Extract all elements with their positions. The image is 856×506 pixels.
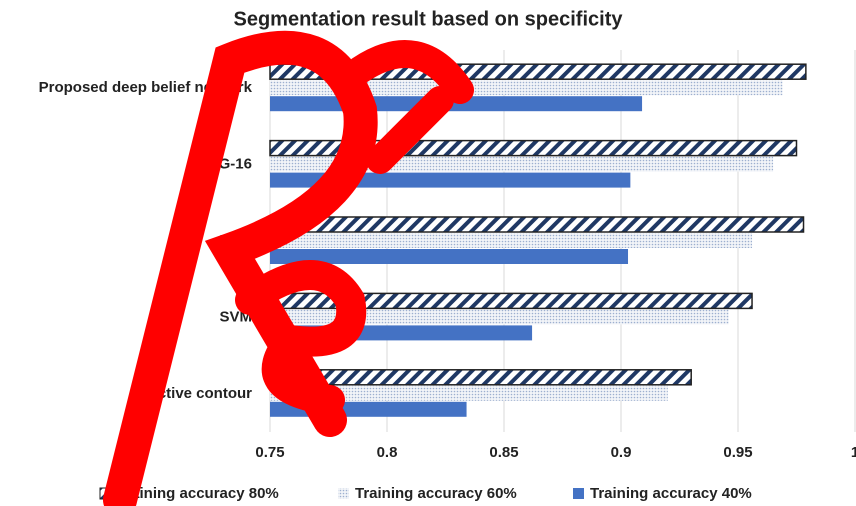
x-tick-label: 0.75 [255, 444, 284, 461]
chart-title: Segmentation result based on specificity [234, 8, 624, 30]
x-tick-label: 0.95 [723, 444, 752, 461]
bar [270, 233, 752, 248]
x-tick-label: 0.9 [611, 444, 632, 461]
x-tick-label: 1 [851, 444, 856, 461]
legend-label: Training accuracy 40% [590, 485, 752, 502]
chart: Segmentation result based on specificity… [0, 0, 856, 506]
watermark [120, 48, 460, 500]
bar [270, 370, 691, 385]
legend-label: Training accuracy 80% [117, 485, 279, 502]
x-tick-label: 0.8 [377, 444, 398, 461]
legend-label: Training accuracy 60% [355, 485, 517, 502]
bar [270, 217, 804, 232]
legend-swatch [338, 488, 349, 499]
x-tick-label: 0.85 [489, 444, 518, 461]
legend-swatch [573, 488, 584, 499]
